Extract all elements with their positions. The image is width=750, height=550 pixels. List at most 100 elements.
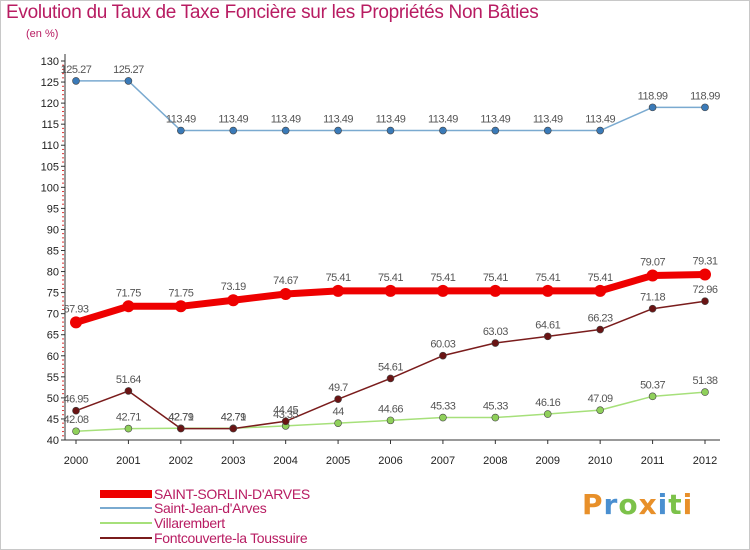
y-tick-label: 45 bbox=[47, 414, 59, 426]
data-label: 71.75 bbox=[116, 287, 141, 299]
data-point-3 bbox=[177, 424, 185, 433]
logo-letter: x bbox=[638, 488, 658, 521]
legend-label: Saint-Jean-d'Arves bbox=[154, 500, 267, 516]
data-label: 79.07 bbox=[640, 256, 665, 268]
logo-letter: P bbox=[582, 488, 604, 521]
data-label: 42.71 bbox=[168, 412, 193, 424]
data-point-1 bbox=[701, 103, 709, 112]
data-point-1 bbox=[386, 126, 395, 135]
data-point-2 bbox=[386, 416, 395, 425]
y-tick-label: 90 bbox=[47, 224, 59, 236]
data-label: 60.03 bbox=[430, 339, 455, 351]
data-point-2 bbox=[543, 410, 552, 418]
x-tick-label: 2010 bbox=[588, 455, 612, 467]
data-label: 75.41 bbox=[326, 272, 351, 284]
data-label: 113.49 bbox=[166, 114, 196, 126]
data-point-2 bbox=[701, 388, 709, 396]
legend-swatch bbox=[100, 522, 152, 524]
x-tick-label: 2011 bbox=[641, 455, 665, 467]
logo-letter: t bbox=[668, 488, 683, 521]
data-label: 75.41 bbox=[483, 272, 508, 284]
data-point-2 bbox=[72, 427, 80, 436]
data-point-3 bbox=[543, 332, 552, 341]
x-tick-label: 2001 bbox=[116, 455, 140, 467]
y-tick-label: 85 bbox=[47, 246, 59, 258]
data-point-1 bbox=[648, 103, 657, 112]
data-point-2 bbox=[439, 413, 447, 422]
data-label: 113.49 bbox=[376, 114, 406, 126]
data-label: 50.37 bbox=[640, 379, 665, 391]
data-point-1 bbox=[491, 126, 500, 135]
data-label: 42.71 bbox=[116, 412, 141, 424]
data-point-0 bbox=[541, 284, 554, 297]
data-label: 63.03 bbox=[483, 326, 508, 338]
data-point-2 bbox=[596, 406, 604, 414]
proxiti-logo: Proxiti bbox=[582, 488, 693, 521]
y-tick-label: 105 bbox=[41, 161, 59, 173]
data-point-1 bbox=[177, 126, 185, 135]
data-point-0 bbox=[594, 284, 607, 297]
x-tick-label: 2005 bbox=[326, 455, 350, 467]
logo-letter: o bbox=[618, 488, 639, 521]
data-point-3 bbox=[281, 417, 290, 426]
y-tick-label: 50 bbox=[47, 393, 59, 405]
data-label: 75.41 bbox=[535, 272, 560, 284]
data-point-0 bbox=[436, 284, 449, 297]
data-label: 45.33 bbox=[430, 401, 455, 413]
unit-label: (en %) bbox=[26, 28, 59, 40]
x-tick-label: 2009 bbox=[536, 455, 560, 467]
data-point-3 bbox=[334, 395, 342, 403]
data-label: 125.27 bbox=[61, 64, 92, 76]
data-label: 46.16 bbox=[535, 397, 560, 409]
y-tick-label: 40 bbox=[47, 435, 59, 447]
x-tick-label: 2003 bbox=[221, 455, 245, 467]
data-point-3 bbox=[229, 424, 238, 433]
data-label: 71.18 bbox=[640, 292, 665, 304]
logo-letter: r bbox=[603, 488, 619, 521]
data-point-3 bbox=[439, 351, 447, 360]
legend-swatch bbox=[100, 507, 152, 509]
data-label: 113.49 bbox=[323, 114, 353, 126]
data-label: 113.49 bbox=[480, 114, 510, 126]
data-point-0 bbox=[489, 284, 502, 297]
data-point-0 bbox=[227, 294, 240, 307]
y-tick-label: 120 bbox=[41, 98, 59, 110]
data-point-3 bbox=[124, 387, 133, 395]
y-tick-label: 110 bbox=[41, 140, 59, 152]
data-point-3 bbox=[491, 339, 500, 347]
data-label: 118.99 bbox=[690, 90, 720, 102]
legend-label: SAINT-SORLIN-D'ARVES bbox=[154, 486, 310, 502]
y-tick-label: 75 bbox=[47, 288, 59, 300]
data-label: 113.49 bbox=[533, 114, 563, 126]
data-point-3 bbox=[596, 325, 604, 334]
logo-letter: i bbox=[657, 488, 669, 521]
data-label: 75.41 bbox=[588, 272, 613, 284]
y-tick-label: 95 bbox=[47, 203, 59, 215]
y-tick-label: 60 bbox=[47, 351, 59, 363]
data-label: 113.49 bbox=[428, 114, 458, 126]
data-label: 51.64 bbox=[116, 374, 141, 386]
data-label: 42.79 bbox=[221, 411, 246, 423]
x-tick-label: 2004 bbox=[273, 455, 297, 467]
data-label: 54.61 bbox=[378, 361, 403, 373]
data-point-0 bbox=[384, 284, 397, 297]
x-tick-label: 2007 bbox=[431, 455, 455, 467]
data-label: 74.67 bbox=[273, 275, 298, 287]
y-tick-label: 100 bbox=[41, 182, 59, 194]
data-point-0 bbox=[699, 268, 711, 281]
data-label: 75.41 bbox=[378, 272, 403, 284]
data-label: 51.38 bbox=[692, 375, 717, 387]
y-tick-label: 70 bbox=[47, 309, 59, 321]
data-point-0 bbox=[332, 284, 345, 297]
data-label: 73.19 bbox=[221, 281, 246, 293]
data-point-2 bbox=[124, 424, 133, 433]
data-label: 47.09 bbox=[588, 393, 613, 405]
data-label: 113.49 bbox=[218, 114, 248, 126]
y-tick-label: 115 bbox=[41, 119, 59, 131]
data-label: 113.49 bbox=[271, 114, 301, 126]
data-label: 125.27 bbox=[113, 64, 144, 76]
chart-title: Evolution du Taux de Taxe Foncière sur l… bbox=[6, 2, 539, 23]
y-tick-label: 125 bbox=[41, 77, 59, 89]
y-tick-label: 80 bbox=[47, 267, 59, 279]
